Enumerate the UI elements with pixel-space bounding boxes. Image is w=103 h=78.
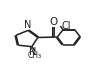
Text: N: N [24,20,31,30]
Text: CH₃: CH₃ [27,51,42,60]
Text: O: O [49,17,58,27]
Text: Cl: Cl [62,21,71,31]
Text: N: N [29,47,36,57]
